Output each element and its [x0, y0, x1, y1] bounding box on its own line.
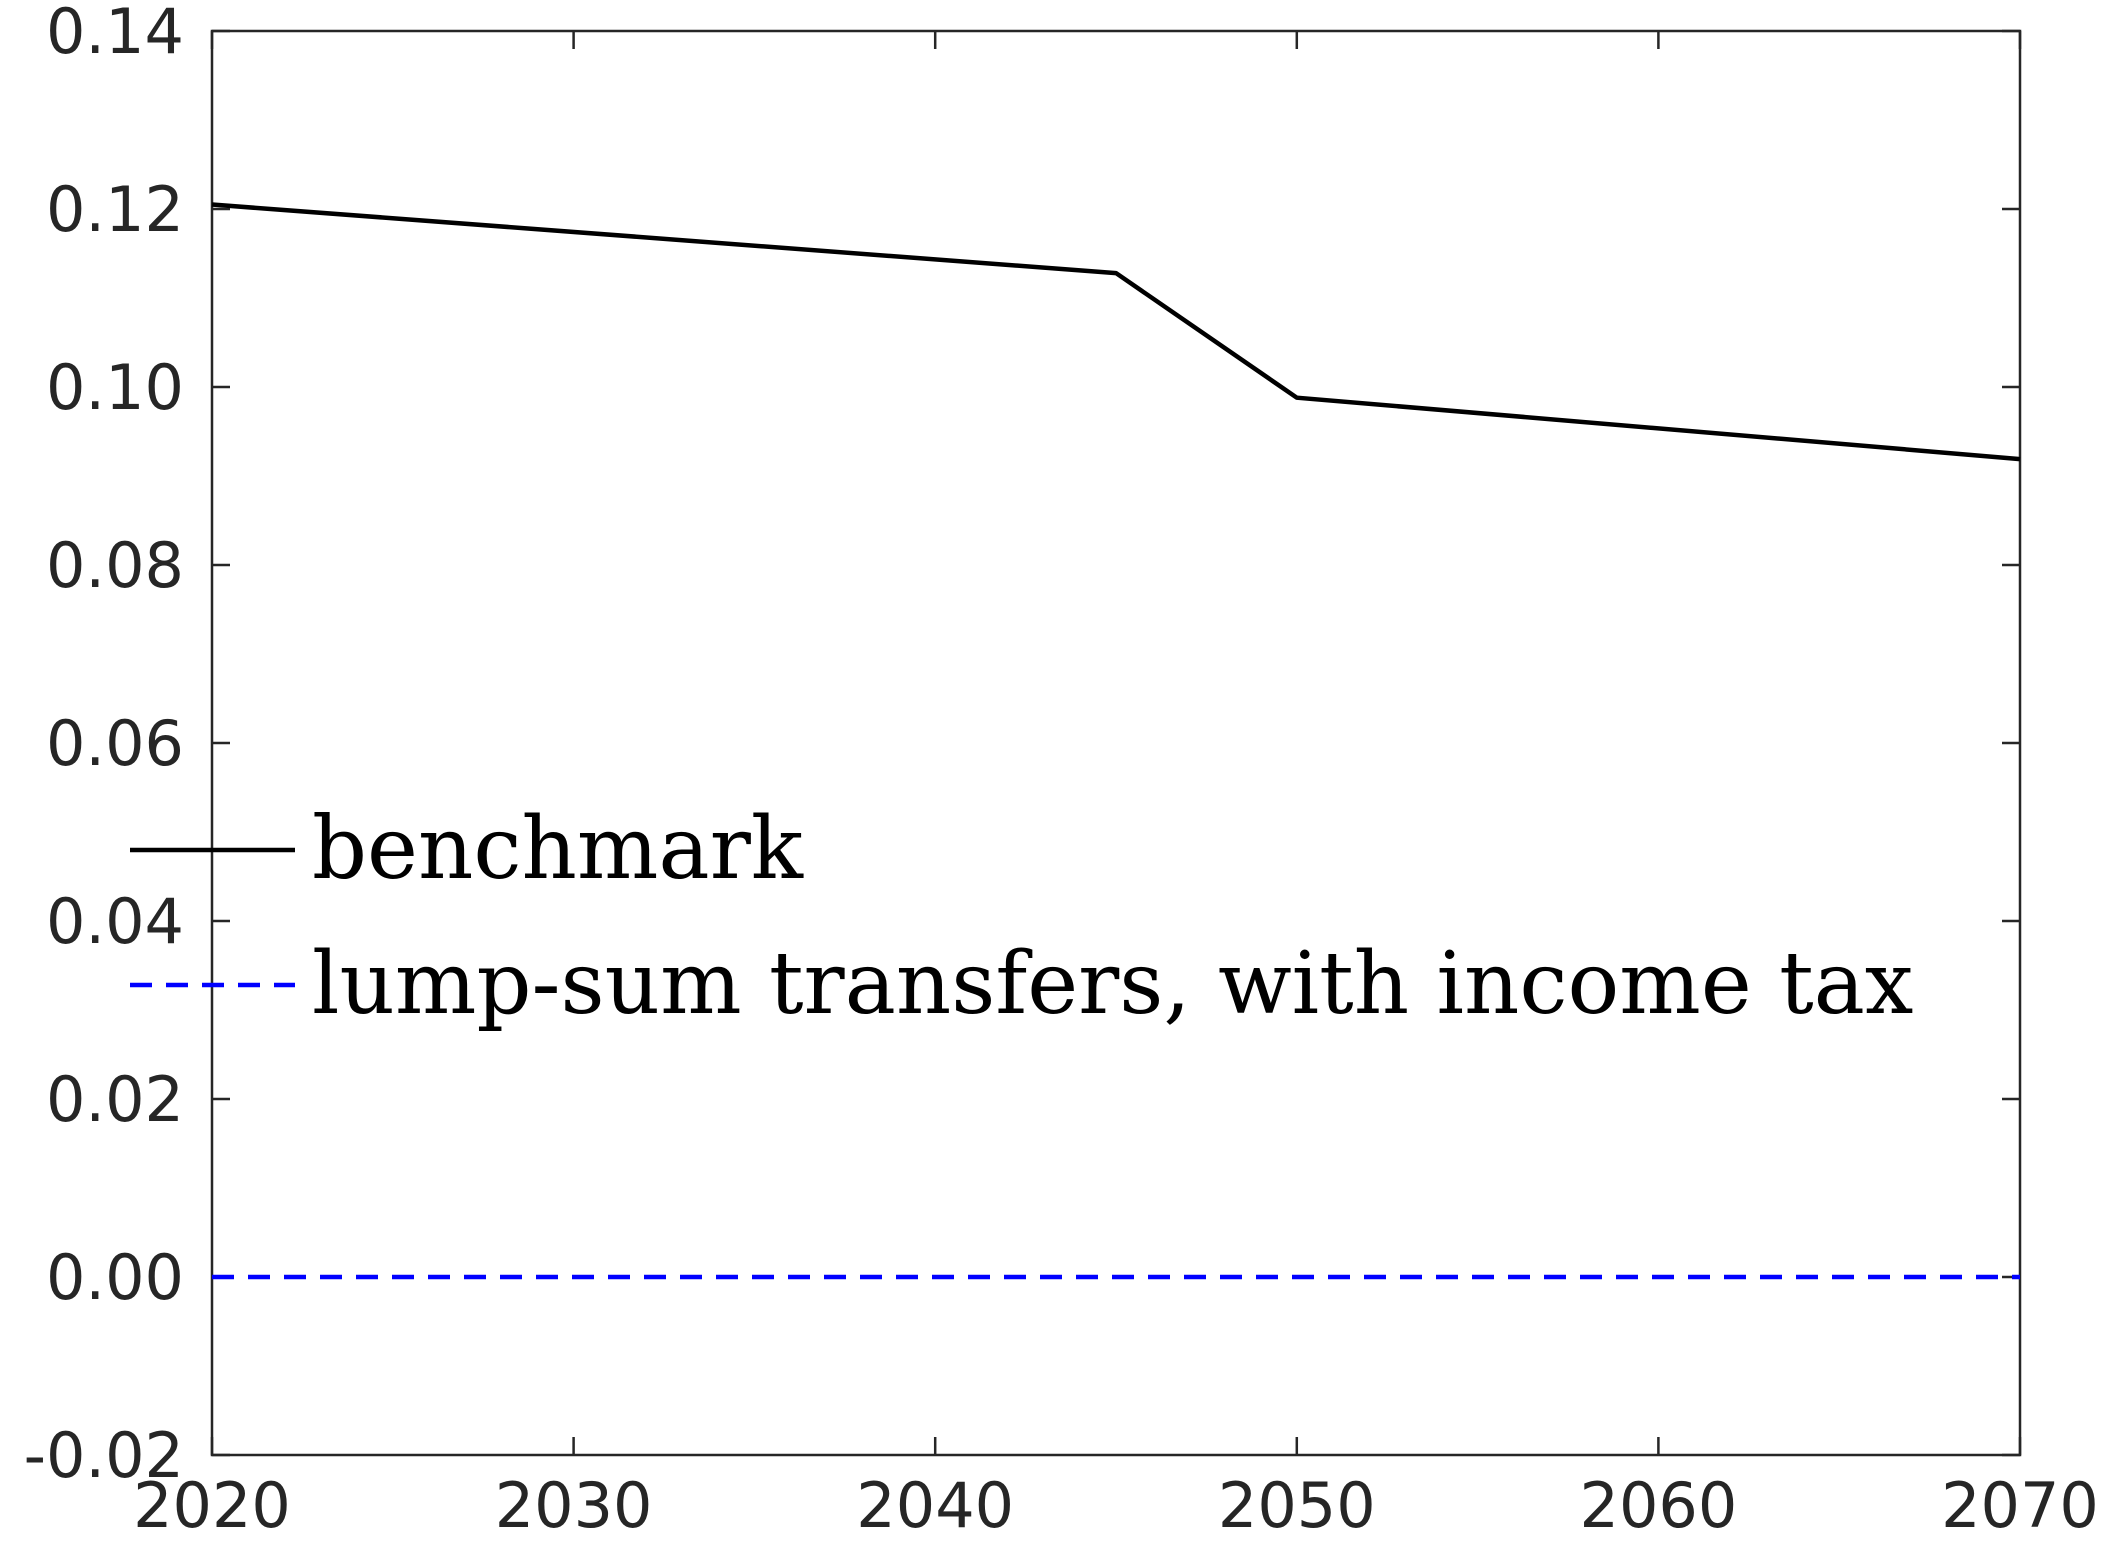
x-tick-label: 2040 [856, 1469, 1014, 1542]
y-tick-label: 0.04 [46, 885, 184, 958]
x-tick-label: 2070 [1941, 1469, 2099, 1542]
axis-ticks [210, 29, 2022, 1457]
series-line-benchmark [211, 202, 2021, 462]
y-tick-label: 0.10 [46, 351, 184, 424]
legend: benchmark lump-sum transfers, with income… [130, 799, 1913, 1034]
x-tick-label: 2060 [1580, 1469, 1738, 1542]
axis-tick-labels: 2020 2030 2040 2050 2060 2070 -0.02 0.00 0.02 0.0… [24, 0, 2099, 1542]
series-layer [211, 202, 2021, 1280]
x-tick-label: 2050 [1218, 1469, 1376, 1542]
y-tick-label: 0.14 [46, 0, 184, 68]
y-tick-label: 0.12 [46, 173, 184, 246]
y-tick-label: 0.06 [46, 707, 184, 780]
y-tick-label: 0.00 [46, 1241, 184, 1314]
legend-label: benchmark [312, 799, 804, 899]
y-tick-label: -0.02 [24, 1419, 184, 1492]
x-tick-label: 2030 [495, 1469, 653, 1542]
x-tick-label: 2020 [133, 1469, 291, 1542]
y-tick-label: 0.02 [46, 1063, 184, 1136]
legend-label: lump-sum transfers, with income tax [312, 934, 1913, 1034]
y-tick-label: 0.08 [46, 529, 184, 602]
